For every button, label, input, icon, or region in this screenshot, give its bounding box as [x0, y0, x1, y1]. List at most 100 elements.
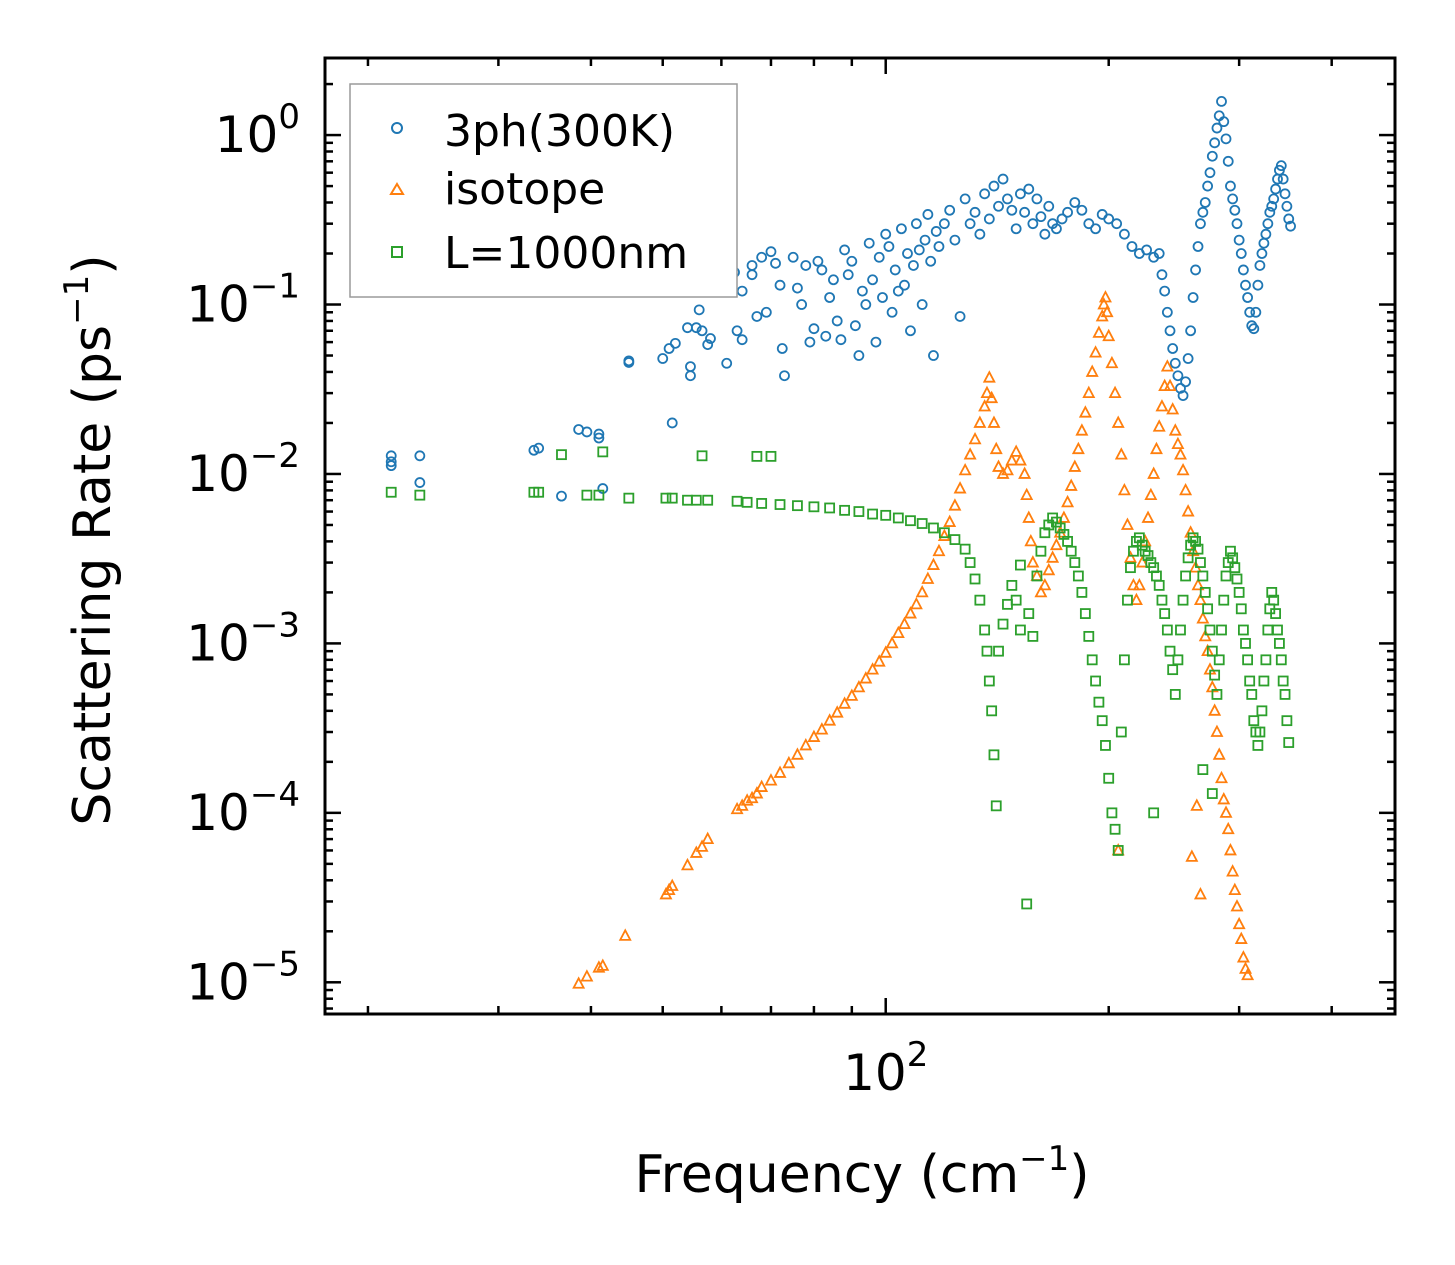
data-point-3ph — [870, 336, 882, 348]
data-point-3ph — [889, 264, 901, 276]
data-point-3ph — [1218, 116, 1230, 128]
data-point-isotope — [1141, 510, 1155, 523]
data-point-l1000nm — [1065, 545, 1077, 557]
data-point-l1000nm — [824, 502, 836, 514]
data-point-3ph — [1039, 228, 1051, 240]
data-point-isotope — [1149, 441, 1163, 455]
data-point-3ph — [1043, 200, 1055, 212]
data-point-l1000nm — [1115, 726, 1127, 738]
data-point-isotope — [1034, 584, 1048, 598]
data-point-l1000nm — [1254, 726, 1266, 738]
data-point-isotope — [790, 747, 804, 760]
data-point-l1000nm — [1015, 559, 1026, 571]
data-point-3ph — [1277, 173, 1289, 185]
data-point-3ph — [1229, 204, 1241, 216]
data-point-isotope — [730, 801, 744, 815]
data-point-3ph — [1225, 180, 1236, 192]
data-point-l1000nm — [1244, 675, 1256, 687]
data-point-l1000nm — [1240, 638, 1251, 649]
data-point-l1000nm — [1010, 594, 1022, 606]
data-point-isotope — [665, 878, 679, 891]
data-point-l1000nm — [1246, 689, 1258, 700]
data-point-l1000nm — [1206, 788, 1218, 799]
data-point-isotope — [987, 415, 1001, 428]
data-point-isotope — [852, 679, 866, 693]
data-point-l1000nm — [731, 495, 743, 507]
data-point-l1000nm — [696, 450, 708, 462]
data-point-isotope — [1168, 423, 1182, 436]
data-point-3ph — [849, 320, 861, 332]
data-point-3ph — [774, 279, 786, 291]
data-point-3ph — [414, 477, 426, 488]
data-point-isotope — [1176, 462, 1190, 476]
legend-marker-isotope — [389, 182, 405, 195]
data-point-isotope — [1078, 405, 1092, 418]
data-point-l1000nm — [1079, 608, 1091, 619]
data-point-l1000nm — [1172, 654, 1184, 666]
data-point-3ph — [1260, 228, 1272, 240]
data-point-3ph — [812, 255, 824, 267]
data-point-l1000nm — [597, 446, 609, 458]
data-point-3ph — [831, 315, 843, 327]
data-point-isotope — [958, 462, 972, 476]
data-point-isotope — [1000, 462, 1014, 476]
data-point-l1000nm — [1274, 638, 1285, 649]
data-point-3ph — [913, 244, 925, 256]
data-point-3ph — [1266, 200, 1278, 212]
data-point-3ph — [1010, 223, 1022, 235]
data-point-3ph — [1083, 218, 1095, 230]
data-point-3ph — [930, 226, 942, 237]
legend-marker-3ph — [391, 122, 403, 134]
data-point-3ph — [1027, 218, 1039, 230]
data-point-3ph — [1285, 220, 1296, 232]
data-point-l1000nm — [1235, 603, 1247, 615]
data-point-isotope — [1046, 550, 1060, 563]
data-point-3ph — [922, 209, 934, 220]
data-point-3ph — [1202, 180, 1214, 192]
data-point-l1000nm — [993, 645, 1004, 657]
plot-frame — [323, 56, 1397, 1016]
data-point-l1000nm — [1279, 689, 1291, 700]
data-point-3ph — [593, 428, 605, 440]
data-point-isotope — [750, 786, 764, 799]
data-point-3ph — [623, 355, 635, 367]
data-point-isotope — [1108, 385, 1122, 399]
data-point-l1000nm — [1153, 579, 1165, 591]
data-point-l1000nm — [1260, 654, 1272, 666]
data-point-isotope — [1221, 821, 1235, 835]
data-point-l1000nm — [1096, 715, 1108, 727]
data-point-3ph — [808, 323, 820, 335]
data-point-isotope — [1212, 747, 1226, 760]
data-point-l1000nm — [1231, 573, 1243, 585]
data-point-l1000nm — [1103, 772, 1115, 784]
data-point-l1000nm — [1133, 532, 1145, 544]
data-point-l1000nm — [1248, 715, 1260, 727]
data-point-isotope — [1166, 402, 1180, 415]
data-point-3ph — [776, 343, 788, 354]
data-point-3ph — [770, 257, 781, 269]
data-point-l1000nm — [981, 645, 993, 657]
data-point-l1000nm — [928, 522, 939, 534]
data-point-l1000nm — [988, 749, 1000, 761]
data-point-l1000nm — [938, 527, 950, 539]
data-point-isotope — [1147, 466, 1161, 479]
data-point-isotope — [1155, 399, 1169, 412]
data-point-isotope — [903, 606, 917, 619]
data-point-l1000nm — [1238, 624, 1249, 636]
y-tick-label: 10−2 — [186, 436, 300, 503]
data-point-3ph — [969, 206, 981, 218]
data-point-isotope — [764, 773, 778, 786]
data-point-3ph — [593, 432, 605, 444]
data-point-isotope — [1022, 510, 1036, 523]
y-tick-label: 10−3 — [186, 605, 300, 672]
data-point-3ph — [1169, 357, 1181, 369]
data-point-isotope — [963, 447, 977, 460]
data-point-3ph — [1126, 241, 1138, 252]
data-point-3ph — [1023, 183, 1035, 195]
y-tick-label: 10−4 — [186, 775, 300, 842]
data-point-isotope — [1013, 453, 1027, 466]
data-point-3ph — [954, 311, 966, 322]
data-point-3ph — [908, 260, 919, 271]
data-point-l1000nm — [964, 557, 976, 568]
data-point-l1000nm — [986, 705, 998, 717]
